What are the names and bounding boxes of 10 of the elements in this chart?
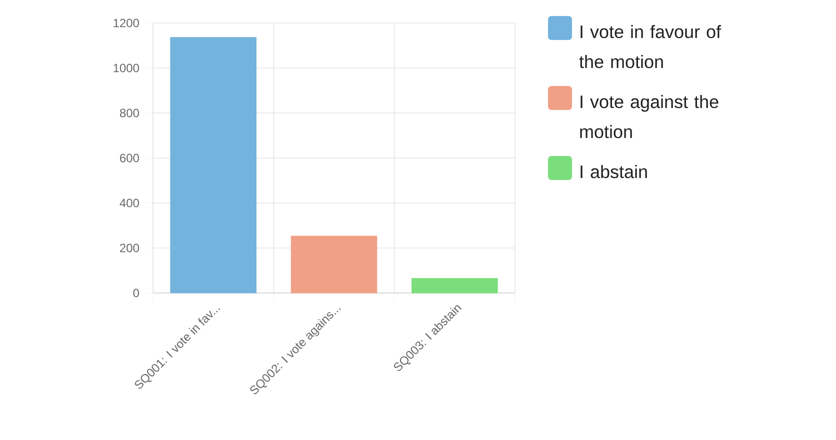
y-tick-label: 600: [120, 154, 140, 162]
y-tick-label: 200: [120, 244, 140, 252]
legend-label: I vote in favour of the motion: [579, 24, 722, 68]
y-tick-label: 0: [133, 288, 140, 298]
y-tick-label: 1200: [114, 18, 140, 28]
legend-label: I abstain: [580, 164, 647, 178]
y-tick-label: 800: [120, 108, 140, 118]
legend-label: I vote against the motion: [580, 94, 718, 138]
y-tick-label: 400: [120, 198, 140, 208]
y-tick-label: 1000: [114, 64, 140, 72]
